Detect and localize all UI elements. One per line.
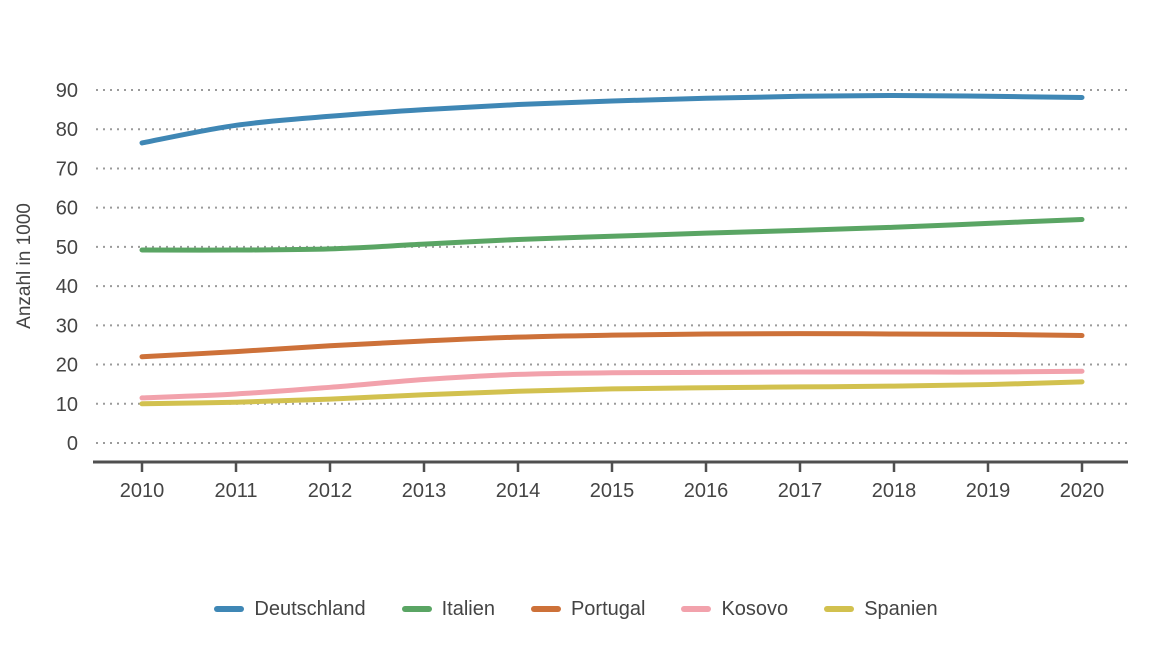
- x-axis-tick-labels: 2010 2011 2012 2013 2014 2015 2016 2017 2018 2019…: [120, 480, 1105, 502]
- legend-label-portugal: Portugal: [570, 597, 646, 620]
- legend-swatch-deutschland: [214, 606, 245, 612]
- x-tick-label-2012: 2012: [308, 480, 353, 502]
- y-tick-label-80: 80: [56, 119, 78, 141]
- x-tick-label-2016: 2016: [684, 480, 729, 502]
- line-chart: 0 10 20 30 40 50 60 70 80 90 2010 2011 2012 2013 2014…: [14, 80, 1128, 502]
- series-line-kosovo: [139, 368, 1085, 401]
- series-line-portugal: [139, 331, 1085, 360]
- legend-item-deutschland: Deutschland: [214, 597, 366, 621]
- x-tick-label-2014: 2014: [496, 480, 541, 502]
- y-tick-label-70: 70: [56, 158, 78, 180]
- x-tick-label-2020: 2020: [1060, 480, 1105, 502]
- data-series-lines: [139, 93, 1085, 407]
- x-tick-label-2010: 2010: [120, 480, 165, 502]
- legend-swatch-portugal: [530, 606, 561, 612]
- y-tick-label-40: 40: [56, 276, 78, 298]
- y-tick-label-0: 0: [67, 433, 78, 455]
- y-tick-label-30: 30: [56, 315, 78, 337]
- y-tick-label-60: 60: [56, 198, 78, 220]
- y-tick-label-20: 20: [56, 355, 78, 377]
- y-axis-label: Anzahl in 1000: [14, 203, 35, 329]
- y-tick-label-90: 90: [56, 80, 78, 102]
- legend-item-portugal: Portugal: [530, 597, 646, 621]
- y-tick-label-50: 50: [56, 237, 78, 259]
- legend-item-kosovo: Kosovo: [681, 598, 788, 621]
- legend-item-spanien: Spanien: [824, 597, 938, 621]
- legend-swatch-italien: [401, 606, 432, 612]
- x-axis: [93, 460, 1128, 472]
- x-tick-label-2018: 2018: [872, 480, 917, 502]
- series-line-deutschland: [139, 93, 1085, 146]
- x-tick-label-2011: 2011: [214, 480, 257, 502]
- x-tick-label-2013: 2013: [402, 480, 447, 502]
- series-line-spanien: [139, 379, 1085, 407]
- legend-label-deutschland: Deutschland: [254, 597, 366, 620]
- legend-label-kosovo: Kosovo: [721, 597, 789, 620]
- y-tick-label-10: 10: [56, 394, 78, 416]
- y-axis-tick-labels: 0 10 20 30 40 50 60 70 80 90: [56, 80, 78, 455]
- legend-label-italien: Italien: [441, 597, 495, 620]
- x-tick-label-2015: 2015: [590, 480, 635, 502]
- x-tick-label-2019: 2019: [966, 480, 1011, 502]
- legend-swatch-spanien: [824, 606, 855, 612]
- legend-label-spanien: Spanien: [864, 597, 938, 620]
- legend-item-italien: Italien: [401, 597, 495, 621]
- chart-legend: Deutschland Italien Portugal Kosovo Spanien: [0, 592, 1152, 626]
- series-line-italien: [139, 216, 1085, 253]
- legend-swatch-kosovo: [681, 606, 712, 612]
- x-tick-label-2017: 2017: [778, 480, 823, 502]
